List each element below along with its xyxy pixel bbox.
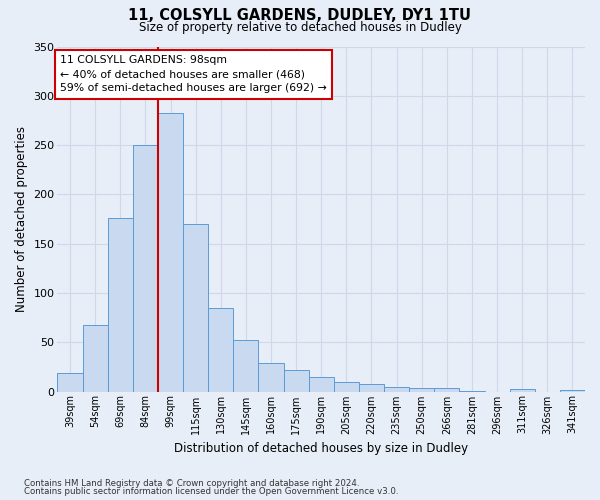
Bar — [509, 388, 535, 392]
Bar — [108, 218, 133, 392]
Bar — [359, 384, 384, 392]
Bar — [409, 388, 434, 392]
Bar — [183, 224, 208, 392]
Bar — [284, 370, 308, 392]
Bar — [158, 112, 183, 392]
Text: 11 COLSYLL GARDENS: 98sqm
← 40% of detached houses are smaller (468)
59% of semi: 11 COLSYLL GARDENS: 98sqm ← 40% of detac… — [60, 55, 327, 93]
Bar — [384, 386, 409, 392]
Text: 11, COLSYLL GARDENS, DUDLEY, DY1 1TU: 11, COLSYLL GARDENS, DUDLEY, DY1 1TU — [128, 8, 472, 22]
Bar — [308, 376, 334, 392]
Bar — [434, 388, 460, 392]
Bar — [208, 308, 233, 392]
Y-axis label: Number of detached properties: Number of detached properties — [15, 126, 28, 312]
Bar — [133, 145, 158, 392]
Bar — [233, 340, 259, 392]
X-axis label: Distribution of detached houses by size in Dudley: Distribution of detached houses by size … — [174, 442, 468, 455]
Bar — [58, 373, 83, 392]
Bar — [83, 326, 108, 392]
Text: Contains HM Land Registry data © Crown copyright and database right 2024.: Contains HM Land Registry data © Crown c… — [24, 478, 359, 488]
Bar — [560, 390, 585, 392]
Bar — [460, 390, 485, 392]
Text: Contains public sector information licensed under the Open Government Licence v3: Contains public sector information licen… — [24, 487, 398, 496]
Bar — [334, 382, 359, 392]
Bar — [259, 363, 284, 392]
Text: Size of property relative to detached houses in Dudley: Size of property relative to detached ho… — [139, 21, 461, 34]
